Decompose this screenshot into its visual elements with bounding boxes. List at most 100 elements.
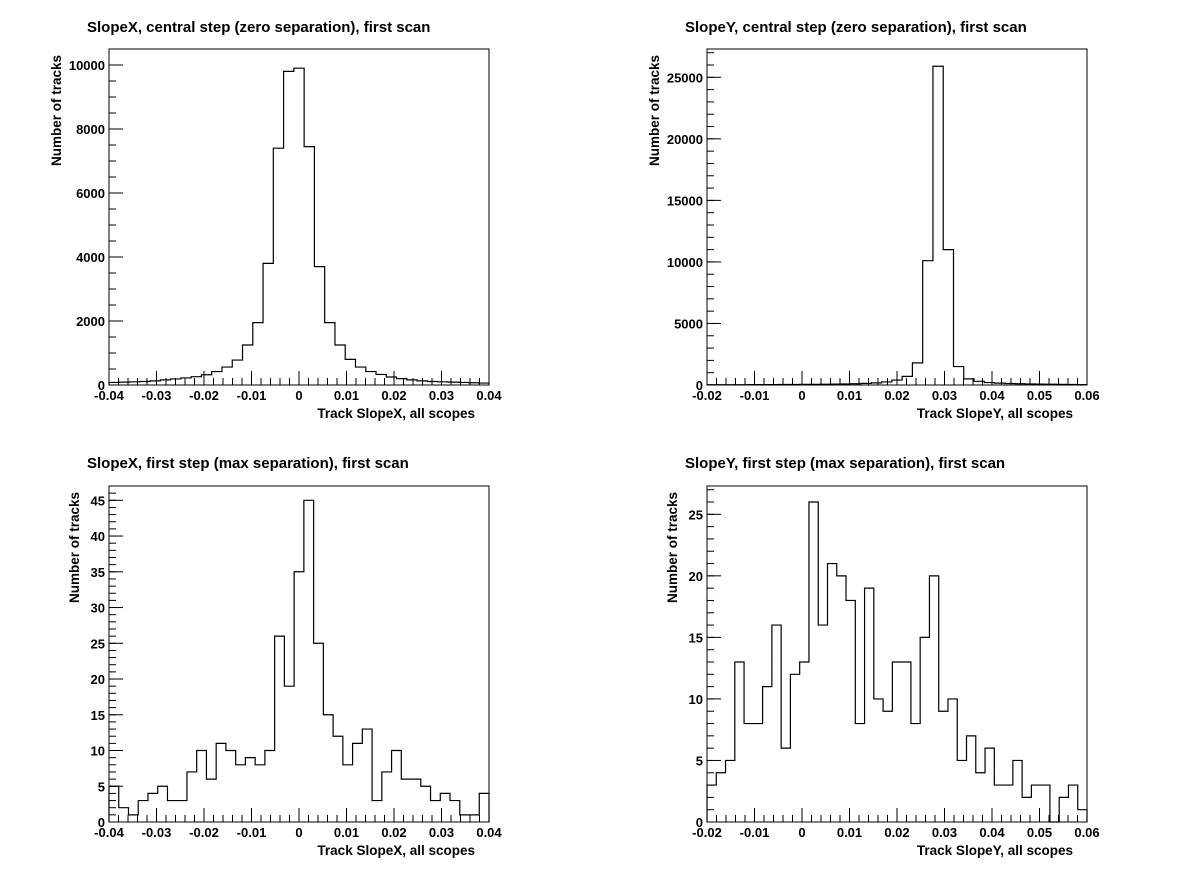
histogram-line (108, 499, 490, 822)
histogram-bin (119, 808, 129, 822)
histogram-bin (314, 267, 324, 385)
histogram-bin (191, 377, 201, 385)
chart-panel-2: 0 5000 10000 15000 20000 25000 -0.02 -0.01 0 0.01… (647, 19, 1100, 421)
histogram-bin (460, 815, 470, 822)
histogram-bin (284, 686, 294, 822)
histogram-bin (206, 779, 216, 822)
x-tick-label: -0.02 (692, 388, 722, 403)
x-axis-label: Track SlopeY, all scopes (917, 406, 1073, 421)
histogram-bin (128, 815, 138, 822)
x-tick-label: 0.03 (429, 825, 454, 840)
x-tick-label: 0.01 (334, 388, 359, 403)
histogram-bin (707, 785, 716, 822)
histogram-bin (181, 378, 191, 385)
y-tick-label: 10 (91, 744, 105, 759)
histogram-bin (427, 381, 437, 385)
histogram-bin (226, 751, 236, 822)
histogram-bin (333, 736, 343, 822)
histogram-bin (109, 786, 119, 822)
histogram-bin (809, 502, 818, 822)
histogram-bin (392, 751, 402, 822)
y-tick-label: 20 (91, 672, 105, 687)
x-tick-label: 0.06 (1074, 825, 1099, 840)
histogram-bin (216, 743, 226, 822)
x-tick-label: 0.01 (837, 825, 862, 840)
histogram-bin (964, 379, 974, 385)
histogram-bin (325, 323, 335, 385)
y-tick-label: 15 (689, 630, 703, 645)
histogram-bin (820, 384, 830, 385)
x-tick-label: 0.05 (1027, 825, 1052, 840)
histogram-bin (232, 360, 242, 385)
histogram-bin (382, 772, 392, 822)
histogram-bin (448, 382, 458, 385)
x-tick-label: -0.01 (237, 825, 267, 840)
y-axis-label: Number of tracks (647, 55, 662, 166)
y-tick-label: 15000 (667, 193, 703, 208)
histogram-bin (984, 383, 994, 385)
histogram-bin (314, 643, 324, 822)
histogram-bin (187, 772, 197, 822)
x-tick-label: -0.02 (692, 825, 722, 840)
y-tick-label: 40 (91, 529, 105, 544)
y-tick-label: 0 (98, 815, 105, 830)
chart-panel-1: 0 2000 4000 6000 8000 10000 -0.04 -0.03 -0.02 -0.… (49, 19, 502, 421)
histogram-bin (818, 625, 827, 822)
histogram-bin (1013, 760, 1022, 822)
histogram-bin (967, 736, 976, 822)
histogram-bin (995, 383, 1005, 385)
histogram-bin (343, 765, 353, 822)
histogram-bin (861, 383, 871, 385)
histogram-bin (130, 382, 140, 385)
x-tick-label: 0.04 (476, 825, 502, 840)
x-axis-label: Track SlopeY, all scopes (917, 843, 1073, 858)
histogram-bin (985, 748, 994, 822)
histogram-bin (943, 250, 953, 385)
histogram-bin (479, 383, 489, 385)
x-tick-label: 0.04 (476, 388, 502, 403)
chart-panel-3: 0 5 10 15 20 25 30 35 40 45 -0.04 -0.03 -0.02 -0.01 0 0… (67, 455, 502, 858)
histogram-bin (335, 345, 345, 385)
x-tick-label: 0.01 (334, 825, 359, 840)
x-tick-label: 0.02 (381, 388, 406, 403)
histogram-bin (353, 743, 363, 822)
histogram-bin (458, 382, 468, 385)
histogram-bin (1056, 384, 1066, 385)
y-tick-label: 10000 (69, 58, 105, 73)
histogram-bin (902, 662, 911, 822)
chart-panel-4: 0 5 10 15 20 25 -0.02 -0.01 0 0.01 0.02 0.03 0.04 0.0… (665, 455, 1100, 858)
histogram-bin (929, 576, 938, 822)
histogram-bin (846, 600, 855, 822)
y-axis-label: Number of tracks (665, 492, 680, 603)
x-tick-label: -0.02 (189, 388, 219, 403)
histogram-bin (874, 699, 883, 822)
histogram-bin (1059, 797, 1068, 822)
y-tick-label: 0 (696, 815, 703, 830)
histogram-bin (1036, 384, 1046, 385)
histogram-bin (800, 662, 809, 822)
x-tick-label: -0.04 (94, 825, 124, 840)
x-tick-label: 0.02 (884, 825, 909, 840)
y-tick-label: 2000 (76, 314, 105, 329)
histogram-bin (294, 572, 304, 822)
histogram-bin (939, 711, 948, 822)
histogram-bin (735, 662, 744, 822)
histogram-bin (920, 637, 929, 822)
y-tick-label: 20000 (667, 132, 703, 147)
histogram-bin (933, 66, 943, 385)
y-tick-label: 15 (91, 708, 105, 723)
histogram-bin (304, 500, 314, 822)
y-tick-label: 8000 (76, 122, 105, 137)
histogram-bin (323, 715, 333, 822)
histogram-bin (1078, 810, 1087, 822)
y-tick-label: 25 (689, 507, 703, 522)
y-tick-label: 20 (689, 569, 703, 584)
chart-title: SlopeX, first step (max separation), fir… (87, 455, 409, 472)
histogram-bin (744, 724, 753, 822)
histogram-bin (245, 758, 255, 822)
histogram-bin (976, 773, 985, 822)
histogram-bin (799, 384, 809, 385)
x-tick-label: 0 (798, 825, 805, 840)
x-axis-label: Track SlopeX, all scopes (317, 406, 475, 421)
histogram-line (706, 501, 1088, 823)
